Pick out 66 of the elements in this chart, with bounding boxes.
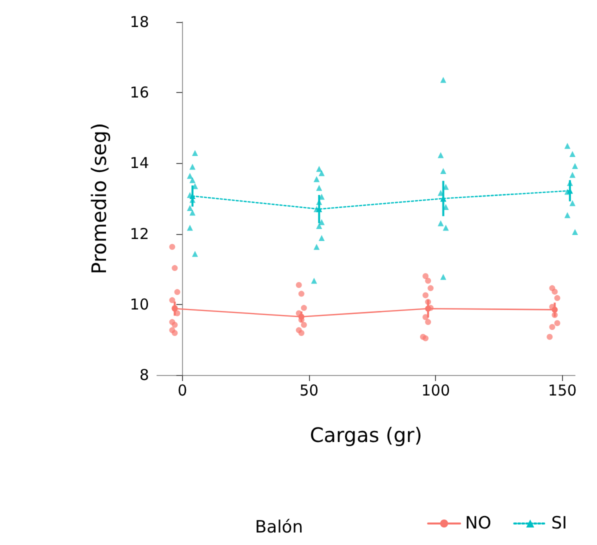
point: [425, 319, 432, 326]
point: [298, 290, 304, 297]
legend-label: NO: [465, 514, 492, 534]
point: [549, 324, 556, 330]
point: [569, 172, 576, 178]
x-tick-label: 100: [421, 382, 450, 400]
y-tick-label: 8: [139, 366, 149, 384]
legend-label: SI: [551, 514, 568, 534]
point: [564, 212, 570, 218]
point: [564, 142, 570, 149]
point: [169, 297, 176, 304]
point: [442, 224, 449, 231]
point: [425, 278, 432, 284]
point: [422, 273, 429, 280]
point: [311, 278, 318, 284]
point: [554, 320, 560, 326]
point: [318, 235, 325, 242]
x-tick-label: 50: [299, 382, 319, 400]
point: [546, 334, 553, 340]
point: [438, 220, 444, 226]
point: [300, 304, 307, 311]
point: [189, 164, 196, 170]
point: [174, 289, 180, 296]
legend-title: Balón: [255, 518, 303, 538]
point: [172, 265, 178, 272]
point: [316, 223, 322, 230]
y-tick-label: 10: [130, 295, 149, 314]
point: [428, 285, 434, 292]
point: [569, 151, 576, 158]
point: [440, 274, 446, 280]
point: [422, 292, 429, 298]
point: [422, 335, 429, 342]
point: [298, 330, 304, 336]
point: [438, 152, 444, 158]
y-tick-label: 12: [130, 224, 149, 243]
point: [314, 244, 320, 250]
x-tick-label: 0: [178, 382, 188, 400]
point: [440, 76, 446, 83]
point: [316, 184, 322, 191]
y-axis-title: Promedio (seg): [87, 122, 111, 274]
point: [296, 282, 302, 288]
point: [314, 176, 320, 182]
x-axis-title: Cargas (gr): [310, 423, 422, 447]
point: [554, 295, 560, 302]
point: [186, 172, 193, 179]
point: [572, 163, 578, 170]
point: [169, 244, 176, 250]
point: [300, 322, 307, 328]
x-tick-label: 150: [548, 382, 577, 400]
point: [189, 177, 196, 184]
point: [569, 200, 576, 206]
point: [192, 250, 198, 257]
point: [172, 330, 178, 336]
point: [572, 229, 578, 236]
point: [186, 224, 193, 231]
point: [189, 210, 196, 216]
y-tick-label: 18: [130, 13, 149, 31]
point: [316, 166, 322, 172]
y-tick-label: 14: [130, 154, 149, 172]
point: [186, 205, 193, 212]
point: [192, 150, 198, 156]
point: [440, 168, 446, 174]
y-tick-label: 16: [130, 84, 149, 102]
point: [318, 170, 325, 176]
point: [172, 322, 178, 328]
point: [552, 288, 558, 295]
